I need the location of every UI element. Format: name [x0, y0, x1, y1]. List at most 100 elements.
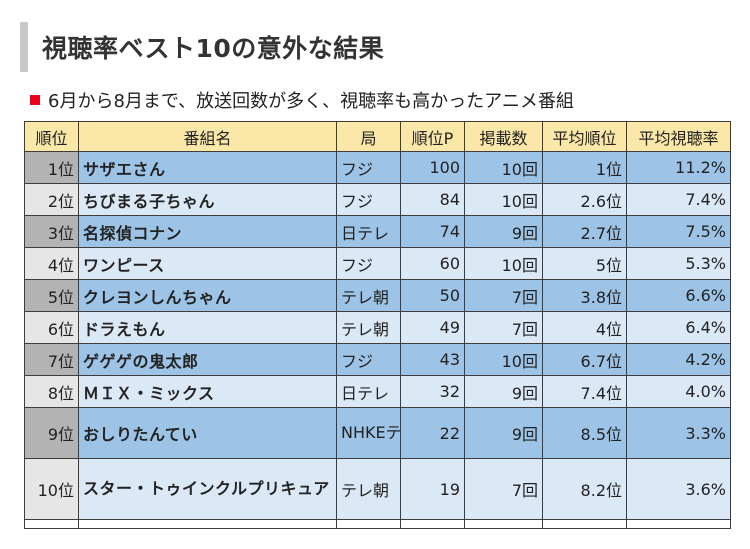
- count-cell: 10回: [464, 247, 543, 280]
- avg-rank-cell: 8.5位: [542, 407, 627, 459]
- points-cell: 84: [400, 183, 465, 216]
- rank-cell: 9位: [24, 407, 79, 459]
- table-row: 4位 ワンピース フジ 60 10回 5位 5.3%: [24, 247, 731, 280]
- empty-cell: [336, 519, 401, 529]
- count-cell: 7回: [464, 458, 543, 520]
- points-cell: 50: [400, 279, 465, 312]
- title-cell: ゲゲゲの鬼太郎: [78, 343, 337, 376]
- table-row: 2位 ちびまる子ちゃん フジ 84 10回 2.6位 7.4%: [24, 183, 731, 216]
- points-cell: 74: [400, 215, 465, 248]
- points-cell: 32: [400, 375, 465, 408]
- title-cell: ＭＩＸ・ミックス: [78, 375, 337, 408]
- count-cell: 7回: [464, 279, 543, 312]
- header-title: 番組名: [78, 121, 337, 152]
- avg-rank-cell: 5位: [542, 247, 627, 280]
- avg-rank-cell: 2.6位: [542, 183, 627, 216]
- station-cell: テレ朝: [336, 311, 401, 344]
- rank-cell: 6位: [24, 311, 79, 344]
- points-cell: 100: [400, 151, 465, 184]
- avg-rank-cell: 7.4位: [542, 375, 627, 408]
- avg-rating-cell: 4.2%: [626, 343, 731, 376]
- table-row: 3位 名探偵コナン 日テレ 74 9回 2.7位 7.5%: [24, 215, 731, 248]
- rank-cell: 1位: [24, 151, 79, 184]
- avg-rating-cell: 5.3%: [626, 247, 731, 280]
- table-row: 5位 クレヨンしんちゃん テレ朝 50 7回 3.8位 6.6%: [24, 279, 731, 312]
- table-row: 7位 ゲゲゲの鬼太郎 フジ 43 10回 6.7位 4.2%: [24, 343, 731, 376]
- count-cell: 9回: [464, 407, 543, 459]
- table-row: 8位 ＭＩＸ・ミックス 日テレ 32 9回 7.4位 4.0%: [24, 375, 731, 408]
- avg-rank-cell: 3.8位: [542, 279, 627, 312]
- avg-rank-cell: 4位: [542, 311, 627, 344]
- station-cell: テレ朝: [336, 279, 401, 312]
- rank-cell: 4位: [24, 247, 79, 280]
- table-header-row: 順位 番組名 局 順位P 掲載数 平均順位 平均視聴率: [24, 121, 731, 152]
- title-cell: スター・トゥインクルプリキュア: [78, 458, 337, 520]
- title-cell: クレヨンしんちゃん: [78, 279, 337, 312]
- points-cell: 19: [400, 458, 465, 520]
- count-cell: 10回: [464, 151, 543, 184]
- empty-cell: [24, 519, 79, 529]
- avg-rank-cell: 2.7位: [542, 215, 627, 248]
- header-avg-rating: 平均視聴率: [626, 121, 731, 152]
- page-title: 視聴率ベスト10の意外な結果: [42, 34, 385, 63]
- avg-rating-cell: 6.6%: [626, 279, 731, 312]
- red-square-bullet-icon: [30, 95, 40, 105]
- page-heading: 視聴率ベスト10の意外な結果: [20, 22, 730, 72]
- title-cell: おしりたんてい: [78, 407, 337, 459]
- count-cell: 9回: [464, 375, 543, 408]
- points-cell: 22: [400, 407, 465, 459]
- avg-rank-cell: 8.2位: [542, 458, 627, 520]
- station-cell: テレ朝: [336, 458, 401, 520]
- avg-rating-cell: 3.3%: [626, 407, 731, 459]
- points-cell: 43: [400, 343, 465, 376]
- table-row: 6位 ドラえもん テレ朝 49 7回 4位 6.4%: [24, 311, 731, 344]
- header-avg-rank: 平均順位: [542, 121, 627, 152]
- station-cell: フジ: [336, 247, 401, 280]
- station-cell: フジ: [336, 343, 401, 376]
- empty-cell: [464, 519, 543, 529]
- title-cell: サザエさん: [78, 151, 337, 184]
- avg-rating-cell: 11.2%: [626, 151, 731, 184]
- station-cell: フジ: [336, 151, 401, 184]
- subtitle: 6月から8月まで、放送回数が多く、視聴率も高かったアニメ番組: [30, 86, 574, 114]
- station-cell: フジ: [336, 183, 401, 216]
- ranking-table: 順位 番組名 局 順位P 掲載数 平均順位 平均視聴率 1位 サザエさん フジ …: [24, 121, 731, 529]
- points-cell: 49: [400, 311, 465, 344]
- rank-cell: 2位: [24, 183, 79, 216]
- title-cell: 名探偵コナン: [78, 215, 337, 248]
- station-cell: NHKEテレ: [336, 407, 401, 459]
- avg-rating-cell: 6.4%: [626, 311, 731, 344]
- avg-rating-cell: 7.4%: [626, 183, 731, 216]
- avg-rating-cell: 3.6%: [626, 458, 731, 520]
- header-station: 局: [336, 121, 401, 152]
- count-cell: 9回: [464, 215, 543, 248]
- header-points: 順位P: [400, 121, 465, 152]
- count-cell: 10回: [464, 183, 543, 216]
- header-rank: 順位: [24, 121, 79, 152]
- title-cell: ワンピース: [78, 247, 337, 280]
- title-cell: ドラえもん: [78, 311, 337, 344]
- rank-cell: 8位: [24, 375, 79, 408]
- count-cell: 10回: [464, 343, 543, 376]
- rank-cell: 10位: [24, 458, 79, 520]
- rank-cell: 7位: [24, 343, 79, 376]
- rank-cell: 3位: [24, 215, 79, 248]
- table-row: 1位 サザエさん フジ 100 10回 1位 11.2%: [24, 151, 731, 184]
- header-count: 掲載数: [464, 121, 543, 152]
- empty-cell: [400, 519, 465, 529]
- points-cell: 60: [400, 247, 465, 280]
- empty-cell: [626, 519, 731, 529]
- avg-rating-cell: 4.0%: [626, 375, 731, 408]
- table-row-cutoff: [24, 519, 731, 529]
- empty-cell: [78, 519, 337, 529]
- station-cell: 日テレ: [336, 215, 401, 248]
- title-cell: ちびまる子ちゃん: [78, 183, 337, 216]
- table-row: 9位 おしりたんてい NHKEテレ 22 9回 8.5位 3.3%: [24, 407, 731, 459]
- avg-rating-cell: 7.5%: [626, 215, 731, 248]
- table-row: 10位 スター・トゥインクルプリキュア テレ朝 19 7回 8.2位 3.6%: [24, 458, 731, 520]
- rank-cell: 5位: [24, 279, 79, 312]
- count-cell: 7回: [464, 311, 543, 344]
- station-cell: 日テレ: [336, 375, 401, 408]
- avg-rank-cell: 1位: [542, 151, 627, 184]
- avg-rank-cell: 6.7位: [542, 343, 627, 376]
